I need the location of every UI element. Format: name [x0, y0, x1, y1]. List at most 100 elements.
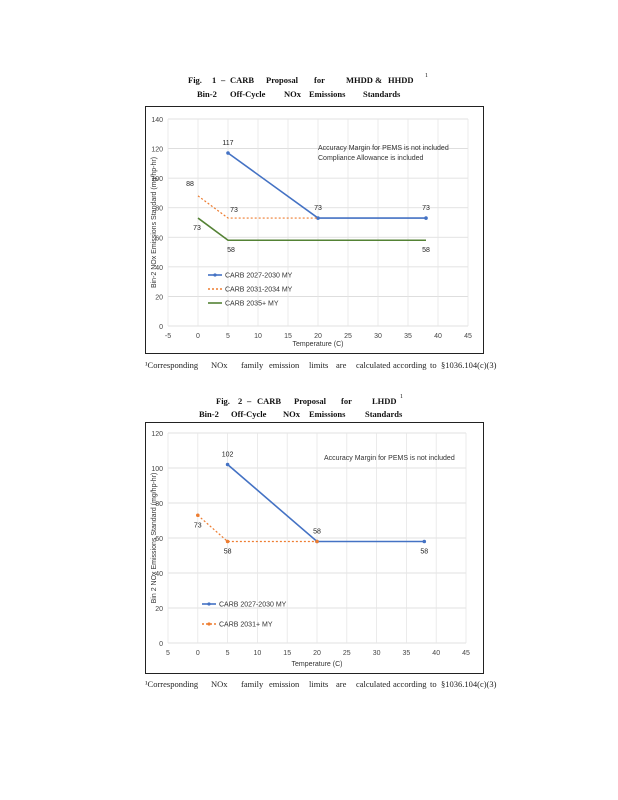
fig2-footnote-word: family	[241, 679, 264, 689]
fig1-caption-word: MHDD	[346, 75, 373, 85]
fig2-footnote-word: limits	[309, 679, 329, 689]
fig1-caption-word: Proposal	[266, 75, 298, 85]
x-tick-label: 0	[196, 650, 200, 657]
fig2-footnote-word: NOx	[211, 679, 228, 689]
fig1-caption-word: Emissions	[309, 89, 346, 99]
y-tick-label: 60	[155, 536, 163, 543]
x-tick-label: 5	[226, 650, 230, 657]
legend-label: CARB 2035+ MY	[225, 301, 279, 308]
fig2-caption-word: for	[341, 396, 352, 406]
series-line	[197, 217, 426, 242]
fig2-footnote-word: calculated	[356, 679, 391, 689]
fig2-footnote-word: are	[336, 679, 347, 689]
y-tick-label: 60	[155, 235, 163, 242]
x-tick-label: 45	[464, 333, 472, 340]
series-line	[197, 514, 317, 543]
data-point	[315, 539, 319, 544]
x-tick-label: 25	[344, 333, 352, 340]
fig1-footnote-word: family	[241, 360, 264, 370]
data-label: 73	[194, 522, 202, 529]
fig1-footnote-word: ¹Corresponding	[145, 360, 199, 370]
data-point	[316, 216, 320, 220]
chart-annotation: Compliance Allowance is included	[318, 155, 424, 162]
data-label: 73	[230, 207, 238, 214]
data-point	[196, 513, 200, 518]
legend-label: CARB 2027-2030 MY	[219, 602, 287, 609]
legend-label: CARB 2031-2034 MY	[225, 287, 293, 294]
fig2-footnote-word: according	[393, 679, 427, 689]
x-tick-label: 35	[403, 650, 411, 657]
fig1-footnote: ¹Corresponding NOx family emission limit…	[0, 360, 618, 374]
data-label: 58	[422, 247, 430, 254]
fig1-caption-word: Fig.	[188, 75, 202, 85]
x-axis-label: Temperature (C)	[292, 661, 343, 668]
y-tick-label: 120	[151, 431, 163, 438]
fig2-caption-word: Standards	[365, 409, 403, 419]
fig1-footnote-word: are	[336, 360, 347, 370]
x-tick-label: 45	[462, 650, 470, 657]
x-tick-label: 30	[373, 650, 381, 657]
fig2-caption-word: Proposal	[294, 396, 326, 406]
x-tick-label: 25	[343, 650, 351, 657]
y-tick-label: 0	[159, 641, 163, 648]
fig1-caption-word: CARB	[230, 75, 255, 85]
data-label: 58	[227, 247, 235, 254]
y-tick-label: 80	[155, 501, 163, 508]
fig1-caption-word: –	[221, 75, 226, 85]
fig2-caption-word: Emissions	[309, 409, 346, 419]
y-axis-label: Bin-2 NOx Emissions Standard (mg/hp-hr)	[151, 157, 158, 288]
x-tick-label: 0	[196, 333, 200, 340]
legend-label: CARB 2027-2030 MY	[225, 273, 293, 280]
x-tick-label: 20	[314, 333, 322, 340]
y-tick-label: 40	[155, 571, 163, 578]
data-label: 102	[222, 452, 234, 459]
fig1-footnote-word: according	[393, 360, 427, 370]
y-tick-label: 140	[151, 117, 163, 124]
chart-box-1: 0 20 40 60 80 100 120 140 -5 0 5 10 15 20 25 30 35 40 45 Te…	[145, 106, 484, 354]
fig1-caption: Fig. 1 – CARB Proposal for MHDD & HHDD 1…	[0, 0, 618, 100]
data-label: 117	[222, 140, 233, 147]
y-tick-label: 20	[155, 606, 163, 613]
chart-annotation: Accuracy Margin for PEMS is not included	[318, 145, 449, 152]
data-label: 58	[420, 549, 428, 556]
fig2-caption-word: –	[247, 396, 252, 406]
fig2-caption-word: CARB	[257, 396, 282, 406]
y-tick-label: 100	[151, 466, 163, 473]
x-tick-label: 40	[432, 650, 440, 657]
x-tick-label: 15	[283, 650, 291, 657]
x-tick-label: 5	[226, 333, 230, 340]
data-point	[225, 462, 230, 467]
fig2-footnote-word: §1036.104(c)(3)	[441, 679, 497, 689]
fig1-caption-word: NOx	[284, 89, 301, 99]
chart-box-2: 0 20 40 60 80 100 120 5 0 5 10 15 20 25 30 35 40 45 Temper…	[145, 422, 484, 674]
fig2-caption-superscript: 1	[400, 394, 403, 400]
x-tick-label: 35	[404, 333, 412, 340]
data-label: 58	[313, 529, 321, 536]
data-point	[225, 539, 230, 544]
x-tick-label: -5	[165, 333, 171, 340]
fig1-caption-superscript: 1	[425, 73, 428, 79]
legend-marker	[207, 622, 211, 626]
series-line	[197, 195, 318, 219]
fig1-caption-word: for	[314, 75, 325, 85]
fig1-caption-word: Off-Cycle	[230, 89, 266, 99]
fig1-caption-word: HHDD	[388, 75, 414, 85]
legend-label: CARB 2031+ MY	[219, 622, 273, 629]
data-point	[422, 539, 427, 544]
fig1-footnote-word: calculated	[356, 360, 391, 370]
fig2-caption: Fig. 2 – CARB Proposal for LHDD 1 Bin-2 …	[199, 394, 403, 419]
y-tick-label: 100	[151, 176, 163, 183]
fig2-footnote: ¹Corresponding NOx family emission limit…	[0, 679, 618, 693]
x-tick-label: 10	[254, 333, 262, 340]
fig1-footnote-word: NOx	[211, 360, 228, 370]
data-label: 88	[186, 181, 194, 188]
x-tick-label: 5	[166, 650, 170, 657]
y-tick-label: 40	[155, 265, 163, 272]
data-point	[424, 216, 428, 220]
x-tick-label: 20	[313, 650, 321, 657]
fig2-caption-word: Fig.	[216, 396, 230, 406]
fig1-caption-word: &	[375, 75, 383, 85]
data-label: 73	[422, 205, 430, 212]
fig2-caption-word: LHDD	[372, 396, 397, 406]
fig2-caption-word: Off-Cycle	[231, 409, 267, 419]
